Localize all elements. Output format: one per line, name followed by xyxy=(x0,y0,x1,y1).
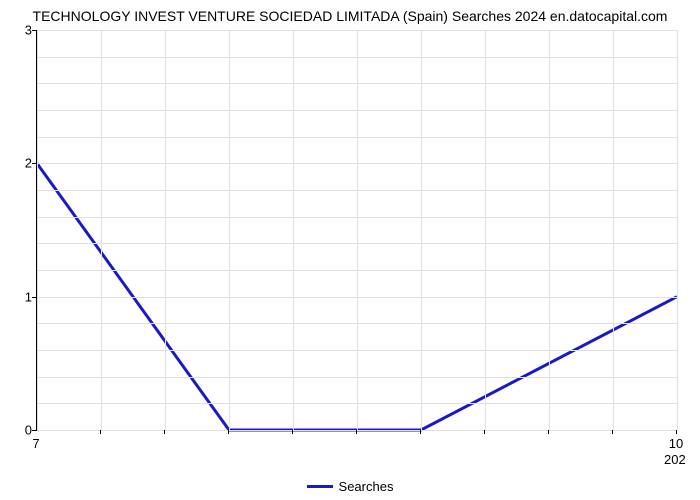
gridline-horizontal xyxy=(37,430,677,431)
legend-label: Searches xyxy=(339,479,394,494)
legend: Searches xyxy=(0,479,700,494)
x-tick-label: 7 xyxy=(32,436,39,451)
gridline-vertical xyxy=(485,30,486,430)
gridline-vertical xyxy=(293,30,294,430)
x-tick-mark xyxy=(676,430,677,434)
chart-container: TECHNOLOGY INVEST VENTURE SOCIEDAD LIMIT… xyxy=(0,0,700,500)
y-tick-mark xyxy=(32,30,36,31)
y-tick-mark xyxy=(32,163,36,164)
x-tick-mark xyxy=(292,430,293,434)
gridline-vertical xyxy=(357,30,358,430)
gridline-vertical xyxy=(165,30,166,430)
x-tick-mark xyxy=(164,430,165,434)
gridline-vertical xyxy=(37,30,38,430)
gridline-vertical xyxy=(421,30,422,430)
chart-title: TECHNOLOGY INVEST VENTURE SOCIEDAD LIMIT… xyxy=(0,8,700,24)
x-tick-mark xyxy=(100,430,101,434)
x-tick-label: 10 xyxy=(669,436,683,451)
legend-swatch xyxy=(307,485,333,488)
y-tick-label: 0 xyxy=(14,423,32,438)
x-tick-mark xyxy=(612,430,613,434)
plot-area xyxy=(36,30,677,431)
gridline-vertical xyxy=(613,30,614,430)
x-tick-mark xyxy=(484,430,485,434)
y-tick-mark xyxy=(32,430,36,431)
gridline-vertical xyxy=(549,30,550,430)
x-tick-mark xyxy=(420,430,421,434)
gridline-vertical xyxy=(101,30,102,430)
x-sublabel: 202 xyxy=(664,452,686,467)
gridline-vertical xyxy=(229,30,230,430)
x-tick-mark xyxy=(356,430,357,434)
y-tick-mark xyxy=(32,297,36,298)
y-tick-label: 1 xyxy=(14,289,32,304)
gridline-vertical xyxy=(677,30,678,430)
y-tick-label: 2 xyxy=(14,156,32,171)
x-tick-mark xyxy=(548,430,549,434)
y-tick-label: 3 xyxy=(14,23,32,38)
x-tick-mark xyxy=(228,430,229,434)
